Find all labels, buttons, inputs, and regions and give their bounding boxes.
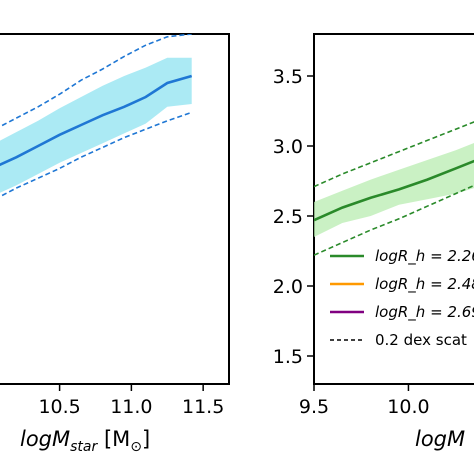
legend-label: logR_h = 2.48 xyxy=(375,275,474,294)
left-x-tick-label: 11.5 xyxy=(182,396,224,418)
scatter-band-0 xyxy=(0,57,192,193)
right-y-tick-label: 3.0 xyxy=(273,136,303,158)
right-y-tick-label: 3.5 xyxy=(273,66,303,88)
legend-label: logR_h = 2.69 xyxy=(375,303,474,322)
right-y-tick-label: 2.5 xyxy=(273,206,303,228)
legend: logR_h = 2.26 logR_h = 2.48 logR_h = 2.69 0… xyxy=(330,247,474,349)
right-x-tick-label: 9.5 xyxy=(299,396,329,418)
left-x-tick-label: 11.0 xyxy=(110,396,152,418)
left-plot-frame xyxy=(0,33,230,385)
median-line-1 xyxy=(314,159,474,222)
left-x-axis-label-sub: star xyxy=(70,439,98,455)
upper-scatter-line-0 xyxy=(0,34,192,128)
left-x-axis-label: logMstar [M⊙] xyxy=(20,427,150,455)
right-x-tick-label: 10.0 xyxy=(387,396,429,418)
lower-scatter-line-0 xyxy=(0,111,192,198)
left-x-axis-label-main: logM xyxy=(20,427,70,451)
lower-scatter-line-1 xyxy=(314,184,474,256)
right-y-tick-label: 1.5 xyxy=(273,346,303,368)
median-line-0 xyxy=(0,74,193,167)
legend-label: 0.2 dex scat xyxy=(375,331,467,349)
right-y-tick-label: 2.0 xyxy=(273,276,303,298)
legend-label: logR_h = 2.26 xyxy=(375,247,474,266)
upper-scatter-line-1 xyxy=(314,121,474,188)
left-x-tick-label: 10.5 xyxy=(38,396,80,418)
scatter-band-1 xyxy=(314,142,474,237)
right-x-axis-label: logM xyxy=(415,427,465,451)
